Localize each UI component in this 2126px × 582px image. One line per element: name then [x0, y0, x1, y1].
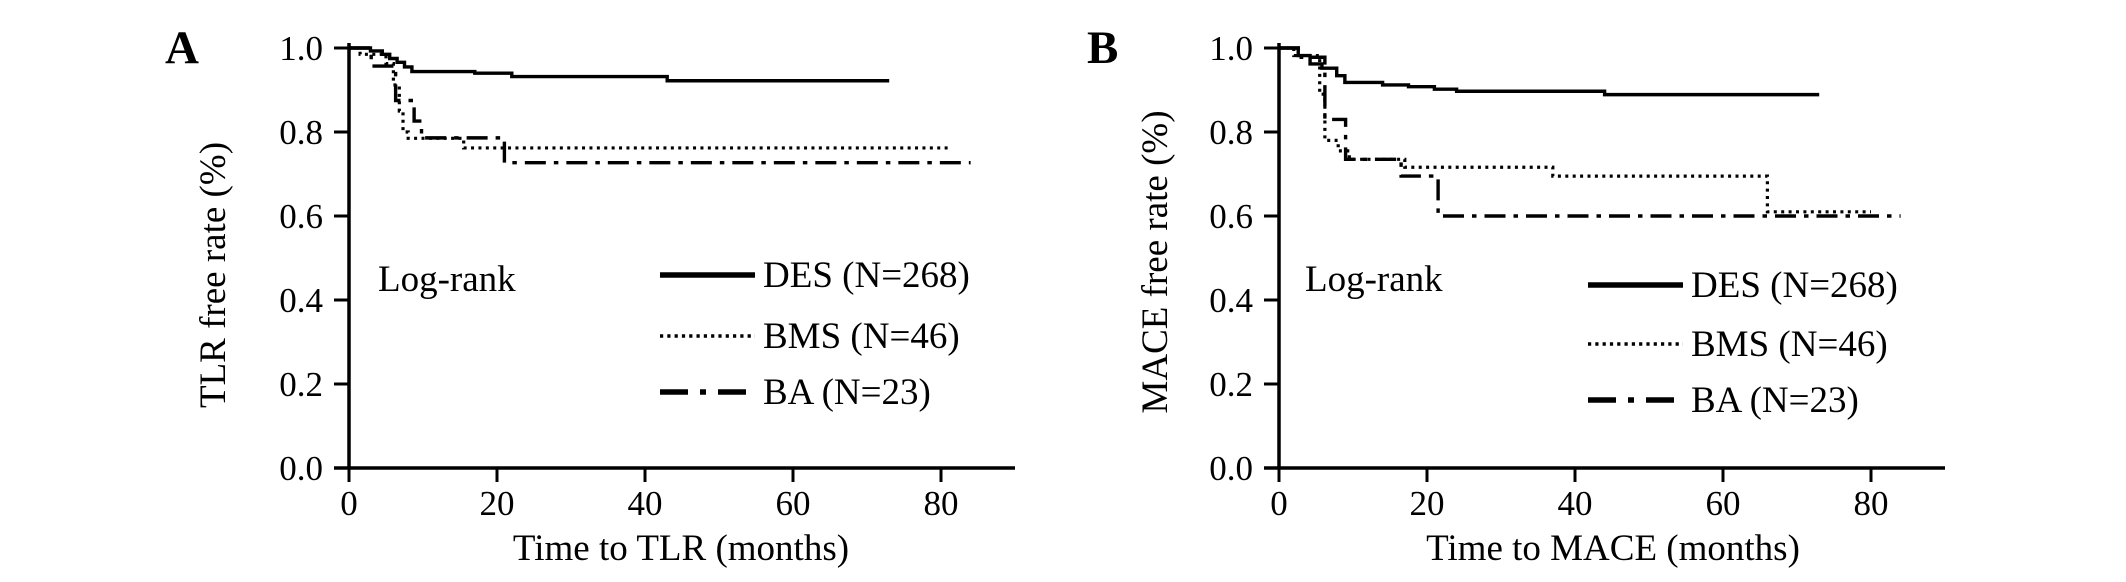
km-curve-ba [1279, 46, 1901, 218]
km-curve-bms [349, 46, 949, 150]
y-tick-label: 0.8 [1209, 113, 1253, 152]
x-tick-label: 40 [628, 484, 663, 523]
legend-label-des: DES (N=268) [763, 255, 970, 296]
legend-label-bms: BMS (N=46) [1691, 324, 1888, 365]
y-tick-label: 0.4 [279, 281, 323, 320]
panel-b-x-axis-title: Time to MACE (months) [1426, 528, 1800, 569]
panel-b: B MACE free rate (%) Time to MACE (month… [1087, 22, 1945, 569]
panel-b-y-axis-title: MACE free rate (%) [1135, 110, 1176, 413]
y-tick-label: 0.0 [279, 449, 323, 488]
legend-label-ba: BA (N=23) [1691, 380, 1859, 421]
panel-a: A TLR free rate (%) Time to TLR (months)… [165, 22, 1015, 569]
y-tick-label: 0.2 [1209, 365, 1253, 404]
x-tick-label: 80 [1854, 484, 1889, 523]
legend-label-ba: BA (N=23) [763, 372, 931, 413]
panel-b-logrank-label: Log-rank [1305, 259, 1443, 300]
km-curve-bms [1279, 46, 1871, 214]
x-tick-label: 80 [924, 484, 959, 523]
y-tick-label: 1.0 [279, 29, 323, 68]
km-curve-des [1279, 46, 1820, 97]
panel-a-logrank-label: Log-rank [378, 259, 516, 300]
panel-a-plot: 1.0 0.8 0.6 0.4 0.2 0.0 0 20 40 60 80 DES (N=268) BM… [279, 29, 1015, 523]
panel-a-x-axis-title: Time to TLR (months) [513, 528, 849, 569]
x-tick-label: 0 [1270, 484, 1288, 523]
x-tick-label: 60 [1706, 484, 1741, 523]
y-tick-label: 1.0 [1209, 29, 1253, 68]
y-tick-label: 0.2 [279, 365, 323, 404]
y-tick-label: 0.0 [1209, 449, 1253, 488]
y-tick-label: 0.8 [279, 113, 323, 152]
km-curve-des [349, 46, 890, 83]
x-tick-label: 40 [1558, 484, 1593, 523]
panel-b-label: B [1087, 22, 1118, 74]
x-tick-label: 20 [1410, 484, 1445, 523]
x-tick-label: 60 [776, 484, 811, 523]
legend-label-des: DES (N=268) [1691, 265, 1898, 306]
km-curve-ba [349, 46, 971, 165]
y-tick-label: 0.4 [1209, 281, 1253, 320]
panel-b-plot: 1.0 0.8 0.6 0.4 0.2 0.0 0 20 40 60 80 DES (N=268) BM… [1209, 29, 1945, 523]
panel-a-label: A [165, 22, 199, 74]
x-tick-label: 0 [340, 484, 358, 523]
panel-a-y-axis-title: TLR free rate (%) [193, 142, 234, 408]
y-tick-label: 0.6 [1209, 197, 1253, 236]
y-tick-label: 0.6 [279, 197, 323, 236]
legend-label-bms: BMS (N=46) [763, 316, 960, 357]
x-tick-label: 20 [480, 484, 515, 523]
